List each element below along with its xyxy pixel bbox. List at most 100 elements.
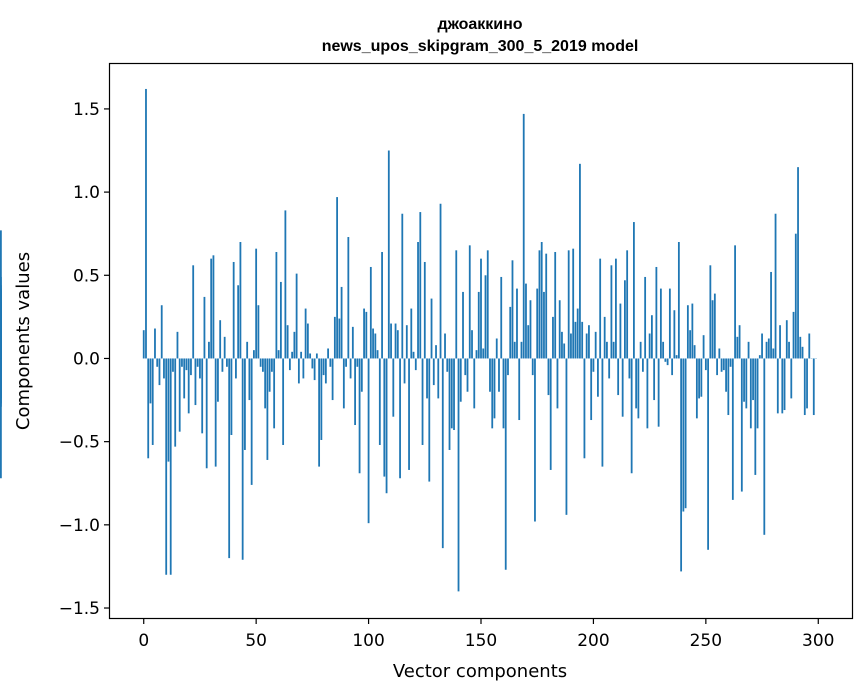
bar bbox=[635, 358, 638, 409]
bar bbox=[536, 288, 539, 359]
bar bbox=[300, 351, 303, 359]
bar bbox=[576, 308, 579, 359]
bar bbox=[682, 358, 685, 512]
bar bbox=[675, 355, 678, 359]
bar bbox=[468, 245, 471, 359]
bar bbox=[297, 358, 300, 384]
chart-subtitle: news_upos_skipgram_300_5_2019 model bbox=[322, 38, 639, 55]
bar bbox=[419, 212, 422, 359]
bar bbox=[383, 358, 386, 477]
bar bbox=[291, 351, 294, 359]
bar bbox=[203, 296, 206, 359]
bar bbox=[801, 346, 804, 359]
bar bbox=[354, 358, 356, 426]
bar bbox=[360, 358, 363, 392]
bar bbox=[711, 300, 714, 359]
bar bbox=[277, 350, 280, 359]
bar bbox=[808, 333, 811, 359]
bar bbox=[403, 358, 406, 384]
bar bbox=[763, 358, 766, 535]
bar bbox=[752, 358, 754, 401]
bar bbox=[588, 325, 590, 359]
bar bbox=[608, 358, 611, 379]
bar bbox=[387, 150, 390, 359]
bar bbox=[812, 358, 815, 416]
bar bbox=[579, 163, 581, 359]
bar bbox=[217, 358, 219, 402]
y-tick-label: 1.5 bbox=[73, 100, 100, 120]
bar bbox=[713, 293, 716, 359]
bar bbox=[502, 358, 505, 429]
bar bbox=[444, 333, 446, 359]
bar bbox=[507, 358, 509, 376]
bar bbox=[286, 325, 289, 359]
bar bbox=[513, 341, 516, 359]
bar bbox=[504, 358, 507, 570]
bar bbox=[720, 358, 723, 372]
bar bbox=[727, 358, 730, 416]
bar bbox=[563, 343, 566, 359]
bar bbox=[235, 358, 237, 379]
bar bbox=[781, 358, 784, 414]
bar bbox=[761, 333, 763, 359]
bar bbox=[615, 258, 617, 359]
bar bbox=[790, 358, 793, 399]
bar bbox=[417, 242, 419, 359]
bar bbox=[0, 358, 2, 407]
bar bbox=[356, 358, 359, 367]
bar bbox=[633, 222, 635, 359]
bars-group bbox=[0, 88, 817, 592]
bar bbox=[668, 288, 671, 359]
bar bbox=[322, 358, 325, 376]
bar bbox=[716, 358, 718, 376]
bar bbox=[693, 345, 696, 359]
bar bbox=[201, 358, 204, 434]
bar bbox=[525, 283, 527, 359]
bar bbox=[664, 358, 667, 362]
x-tick-label: 50 bbox=[245, 631, 267, 651]
bar bbox=[520, 341, 523, 359]
bar bbox=[700, 358, 703, 397]
bar bbox=[253, 350, 255, 359]
bar bbox=[237, 285, 240, 359]
bar bbox=[378, 358, 381, 445]
bar bbox=[437, 358, 440, 399]
bar bbox=[599, 258, 602, 359]
bar bbox=[511, 260, 514, 359]
bar bbox=[459, 358, 462, 402]
bar bbox=[659, 288, 662, 359]
bar bbox=[655, 266, 658, 359]
bar bbox=[0, 290, 2, 359]
bar bbox=[756, 358, 759, 429]
bar bbox=[183, 358, 186, 399]
bar bbox=[169, 358, 172, 575]
bar bbox=[527, 325, 530, 359]
bar bbox=[653, 358, 656, 401]
bar bbox=[426, 358, 428, 399]
bar bbox=[244, 358, 246, 450]
bar bbox=[329, 358, 332, 367]
bar bbox=[736, 336, 739, 359]
bar bbox=[619, 303, 622, 359]
bar bbox=[423, 261, 426, 359]
bar bbox=[646, 358, 649, 429]
bar bbox=[304, 308, 307, 359]
y-tick-label: −0.5 bbox=[59, 433, 100, 453]
bar bbox=[430, 298, 433, 359]
bar bbox=[603, 316, 606, 359]
bar bbox=[718, 348, 721, 359]
bar bbox=[644, 276, 647, 359]
bar bbox=[374, 333, 377, 359]
y-axis-label: Components values bbox=[13, 252, 34, 430]
bar bbox=[351, 326, 354, 359]
bar bbox=[302, 358, 305, 379]
bar bbox=[482, 348, 485, 359]
bar bbox=[412, 351, 415, 359]
x-tick-label: 200 bbox=[577, 631, 609, 651]
bar bbox=[684, 358, 687, 509]
y-tick-label: 1.0 bbox=[73, 183, 100, 203]
bar bbox=[199, 358, 201, 379]
bar bbox=[279, 281, 282, 359]
bar bbox=[315, 353, 318, 359]
bar bbox=[446, 358, 449, 372]
